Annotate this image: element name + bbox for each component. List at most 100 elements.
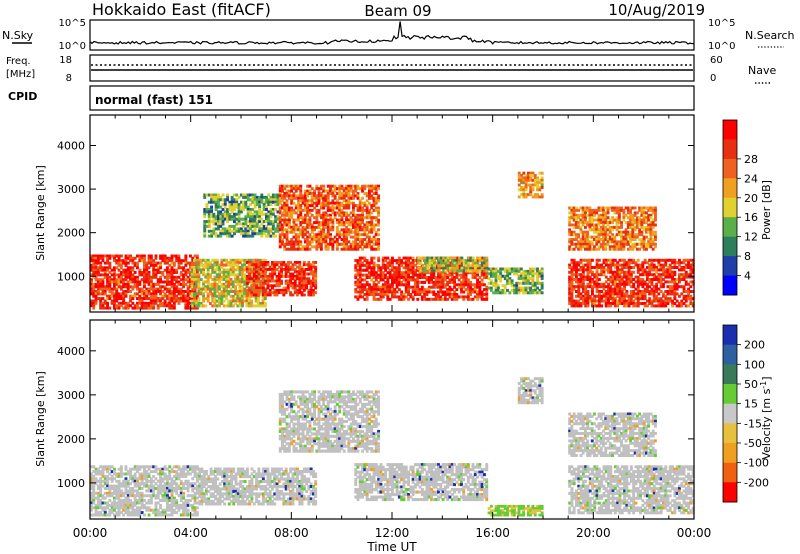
echo-cell [182, 282, 185, 286]
echo-cell [331, 228, 335, 232]
echo-cell [404, 261, 408, 265]
echo-cell [115, 280, 119, 284]
echo-cell [229, 268, 233, 272]
echo-cell [356, 273, 360, 277]
echo-cell [586, 270, 590, 274]
echo-cell [574, 245, 578, 249]
echo-cell [588, 285, 592, 289]
echo-cell [634, 280, 638, 284]
echo-cell [623, 282, 626, 286]
echo-cell [613, 273, 617, 277]
echo-cell [276, 222, 280, 226]
echo-cell [103, 273, 107, 277]
echo-cell [297, 242, 300, 246]
echo-cell [268, 277, 272, 281]
echo-cell [579, 282, 583, 286]
echo-cell [286, 279, 290, 283]
echo-cell [175, 275, 179, 279]
echo-cell [457, 273, 461, 277]
echo-cell [189, 290, 192, 293]
echo-cell [273, 270, 277, 274]
echo-cell [131, 285, 135, 289]
echo-cell [368, 290, 371, 294]
echo-cell [152, 285, 156, 289]
echo-cell [170, 273, 174, 277]
echo-cell [189, 297, 192, 301]
echo-cell [233, 212, 236, 216]
echo-cell [381, 285, 385, 289]
echo-cell [437, 295, 440, 299]
echo-cell [411, 261, 415, 265]
echo-cell [262, 203, 266, 207]
echo-cell [302, 293, 306, 297]
echo-cell [572, 225, 576, 229]
echo-cell [675, 261, 679, 265]
echo-cell [393, 278, 397, 282]
echo-cell [646, 282, 649, 286]
echo-cell [434, 283, 438, 287]
echo-cell [522, 193, 526, 197]
echo-cell [163, 299, 167, 303]
echo-cell [363, 242, 367, 246]
echo-cell [377, 256, 381, 260]
echo-cell [131, 268, 135, 272]
echo-cell [365, 273, 369, 277]
nsky-trace [89, 21, 695, 45]
echo-cell [639, 273, 642, 277]
echo-cell [579, 292, 583, 296]
echo-cell [297, 216, 300, 220]
echo-cell [253, 220, 257, 224]
echo-cell [365, 208, 369, 212]
echo-cell [529, 183, 533, 187]
echo-cell [331, 221, 335, 225]
echo-cell [242, 205, 245, 209]
echo-cell [407, 288, 410, 292]
echo-cell [203, 208, 207, 211]
echo-cell [223, 217, 227, 221]
echo-cell [400, 276, 404, 279]
echo-cell [147, 273, 151, 277]
echo-cell [324, 221, 328, 225]
echo-cell [195, 285, 199, 289]
echo-cell [122, 299, 126, 303]
echo-cell [215, 263, 219, 267]
echo-cell [434, 266, 438, 270]
echo-cell [345, 184, 348, 188]
echo-cell [671, 290, 674, 293]
echo-cell [246, 193, 250, 197]
echo-cell [643, 268, 647, 272]
echo-cell [303, 194, 307, 198]
echo-cell [115, 278, 119, 282]
echo-cell [372, 223, 376, 227]
echo-cell [577, 208, 581, 212]
echo-cell [257, 275, 260, 279]
echo-cell [432, 283, 436, 287]
echo-cell [204, 290, 208, 293]
echo-cell [99, 256, 103, 260]
echo-cell [172, 254, 176, 258]
echo-cell [280, 288, 283, 292]
echo-cell [581, 294, 585, 298]
echo-cell [451, 259, 455, 263]
echo-cell [303, 225, 307, 229]
echo-cell [627, 299, 631, 303]
echo-cell [568, 211, 572, 215]
echo-cell [249, 203, 252, 207]
echo-cell [197, 282, 201, 286]
echo-cell [397, 263, 401, 267]
echo-cell [467, 259, 471, 263]
echo-cell [678, 304, 681, 308]
echo-cell [260, 212, 264, 216]
echo-cell [652, 287, 656, 291]
echo-cell [349, 216, 353, 220]
echo-cell [522, 272, 526, 276]
echo-cell [303, 230, 307, 234]
echo-cell [428, 261, 432, 265]
echo-cell [517, 274, 521, 278]
echo-cell [226, 193, 229, 197]
echo-cell [675, 266, 679, 269]
echo-cell [531, 195, 535, 199]
echo-cell [352, 240, 355, 244]
echo-cell [197, 302, 201, 305]
echo-cell [285, 208, 289, 212]
